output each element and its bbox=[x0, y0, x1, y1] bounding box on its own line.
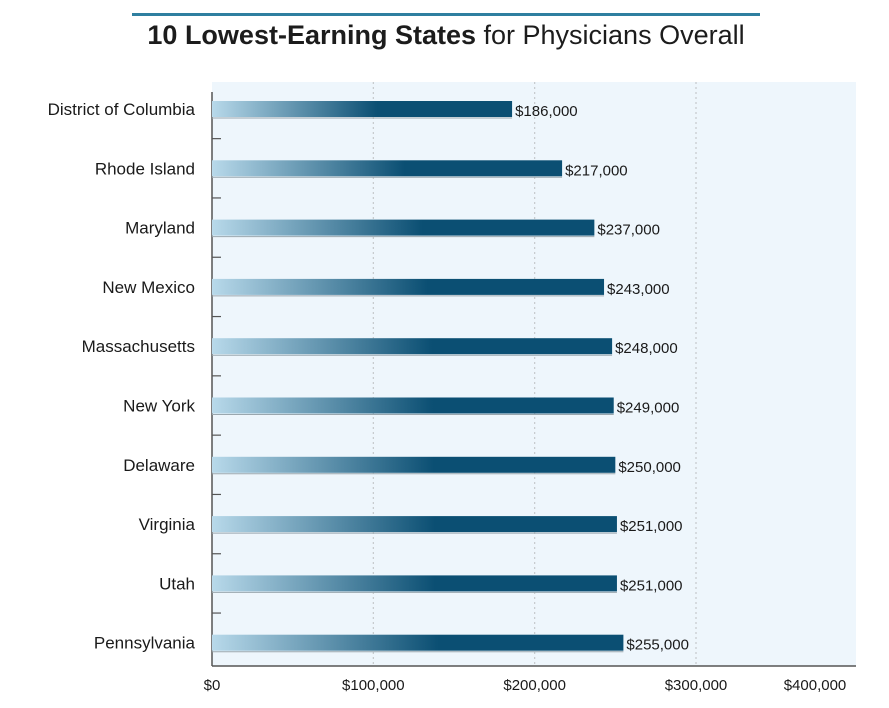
value-label: $243,000 bbox=[607, 281, 670, 298]
bar bbox=[212, 219, 595, 236]
value-label: $237,000 bbox=[597, 222, 660, 239]
value-label: $248,000 bbox=[615, 340, 678, 357]
value-label: $251,000 bbox=[620, 577, 683, 594]
value-label: $251,000 bbox=[620, 518, 683, 535]
bar bbox=[212, 338, 613, 355]
category-label: Pennsylvania bbox=[94, 634, 196, 653]
value-label: $186,000 bbox=[515, 103, 578, 120]
plot-background bbox=[212, 82, 856, 666]
chart-title-rest: for Physicians Overall bbox=[476, 20, 745, 50]
bar bbox=[212, 634, 624, 651]
category-label: District of Columbia bbox=[48, 100, 196, 119]
value-label: $217,000 bbox=[565, 162, 628, 179]
category-label: Maryland bbox=[125, 219, 195, 238]
x-tick-label: $400,000 bbox=[784, 677, 847, 694]
x-tick-label: $200,000 bbox=[503, 677, 566, 694]
category-label: Rhode Island bbox=[95, 159, 195, 178]
category-label: New York bbox=[123, 397, 195, 416]
bar bbox=[212, 397, 614, 414]
x-tick-label: $300,000 bbox=[665, 677, 728, 694]
x-tick-label: $100,000 bbox=[342, 677, 405, 694]
chart-title: 10 Lowest-Earning States for Physicians … bbox=[132, 20, 760, 51]
category-label: New Mexico bbox=[102, 278, 195, 297]
category-label: Virginia bbox=[139, 515, 196, 534]
chart-title-bold: 10 Lowest-Earning States bbox=[147, 20, 476, 50]
value-label: $250,000 bbox=[618, 459, 681, 476]
category-label: Utah bbox=[159, 574, 195, 593]
value-label: $255,000 bbox=[626, 637, 689, 654]
x-tick-label: $0 bbox=[204, 677, 221, 694]
category-label: Massachusetts bbox=[82, 337, 195, 356]
bar bbox=[212, 456, 616, 473]
value-label: $249,000 bbox=[617, 400, 680, 417]
bar bbox=[212, 160, 563, 177]
bar bbox=[212, 278, 605, 295]
bar bbox=[212, 516, 617, 533]
category-label: Delaware bbox=[123, 456, 195, 475]
title-rule bbox=[132, 13, 760, 16]
bar bbox=[212, 575, 617, 592]
bar bbox=[212, 101, 513, 117]
